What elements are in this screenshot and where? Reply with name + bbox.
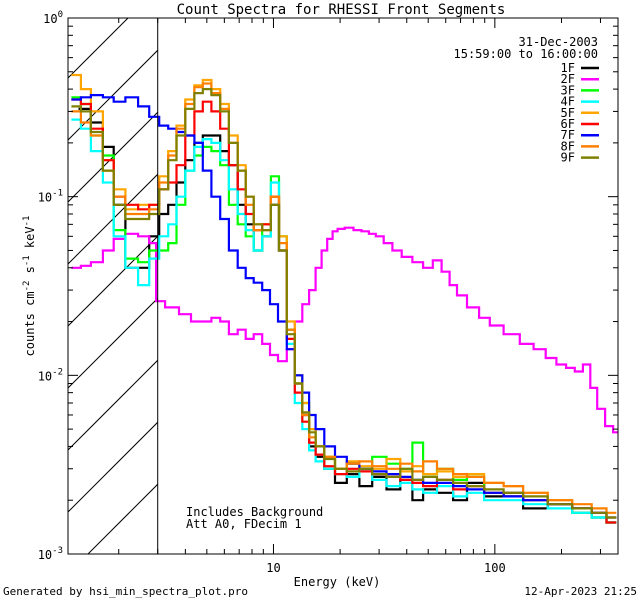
hatch-line — [68, 421, 158, 513]
plot-frame — [67, 17, 619, 555]
y-tick-exponent: -2 — [52, 367, 63, 377]
y-tick-exponent: -3 — [52, 546, 63, 556]
y-tick-label: 10-1 — [38, 189, 63, 205]
y-tick-label: 10-2 — [38, 367, 63, 383]
legend-label-3F: 3F — [561, 83, 575, 97]
x-tick-labels: 10 100 — [266, 561, 505, 575]
series-9F — [71, 88, 617, 519]
chart-title: Count Spectra for RHESSI Front Segments — [177, 2, 506, 18]
x-axis-label: Energy (keV) — [294, 575, 381, 589]
x-tick-label: 100 — [484, 561, 506, 575]
annotation-attenuator: Att A0, FDecim 1 — [186, 517, 302, 531]
y-axis-label-exp3: -1 — [22, 216, 32, 227]
series-group — [71, 73, 618, 524]
hatch-line — [68, 297, 158, 389]
y-axis-label: counts cm-2 s-1 keV-1 — [22, 216, 37, 357]
y-tick-exponent: 0 — [58, 10, 63, 20]
series-7F — [71, 94, 617, 519]
hatch-line — [68, 235, 158, 327]
hatch-line — [68, 18, 129, 79]
y-tick-exponent: -1 — [52, 189, 63, 199]
legend-label-8F: 8F — [561, 139, 575, 153]
hatch-line — [87, 483, 158, 554]
date-label: 31-Dec-2003 — [519, 35, 598, 49]
legend-label-1F: 1F — [561, 61, 575, 75]
hatch-line — [68, 359, 158, 451]
timestamp-label: 12-Apr-2023 21:25 — [524, 585, 637, 598]
hatch-lines — [68, 18, 158, 554]
time-range-label: 15:59:00 to 16:00:00 — [454, 47, 599, 61]
hatch-line — [68, 49, 158, 141]
y-axis-label-base: counts cm — [23, 291, 37, 356]
y-tick-base: 10 — [38, 191, 52, 205]
y-axis-label-exp1: -2 — [22, 281, 32, 292]
y-tick-base: 10 — [38, 548, 52, 562]
legend-label-6F: 6F — [561, 117, 575, 131]
generated-by-label: Generated by hsi_min_spectra_plot.pro — [3, 585, 248, 598]
legend-label-9F: 9F — [561, 151, 575, 165]
attenuator-hatch — [68, 18, 158, 554]
legend-label-2F: 2F — [561, 72, 575, 86]
series-2F — [71, 226, 618, 434]
y-tick-label: 100 — [43, 10, 63, 26]
y-tick-label: 10-3 — [38, 546, 63, 562]
annotation-background: Includes Background — [186, 505, 323, 519]
x-tick-label: 10 — [266, 561, 280, 575]
axis-ticks — [68, 18, 618, 555]
y-axis-label-exp2: -1 — [22, 255, 32, 266]
legend-label-4F: 4F — [561, 95, 575, 109]
legend-label-5F: 5F — [561, 106, 575, 120]
y-axis-label-mid2: keV — [23, 226, 37, 255]
y-tick-base: 10 — [43, 12, 57, 26]
y-tick-base: 10 — [38, 369, 52, 383]
y-axis-label-mid1: s — [23, 266, 37, 280]
legend-label-7F: 7F — [561, 128, 575, 142]
